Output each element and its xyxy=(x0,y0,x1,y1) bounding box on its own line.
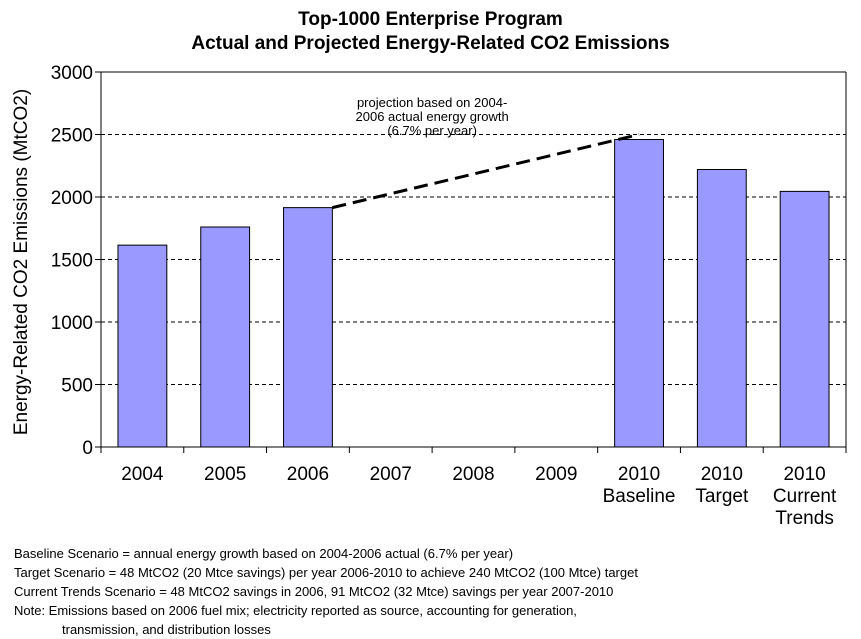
note-baseline: Baseline Scenario = annual energy growth… xyxy=(14,546,514,561)
bar xyxy=(200,226,251,448)
note-emissions: Note: Emissions based on 2006 fuel mix; … xyxy=(14,603,577,618)
y-tick-label: 0 xyxy=(82,438,93,459)
projection-annotation: projection based on 2004- xyxy=(357,95,507,110)
x-tick-label: 2005 xyxy=(204,464,246,485)
note-current-trends: Current Trends Scenario = 48 MtCO2 savin… xyxy=(14,584,614,599)
x-tick-label: 2010 xyxy=(783,464,825,485)
x-tick-label: 2006 xyxy=(287,464,329,485)
x-tick-label: 2010 xyxy=(701,464,743,485)
x-tick-label: Baseline xyxy=(603,486,676,507)
bar-chart: 0 500 1000 1500 2000 2500 3000 2004 2005 2006 2007… xyxy=(51,63,847,529)
note-target: Target Scenario = 48 MtCO2 (20 Mtce savi… xyxy=(14,565,638,580)
bar xyxy=(283,207,333,448)
y-tick-label: 2000 xyxy=(51,188,93,209)
bar xyxy=(117,244,168,448)
projection-annotation: (6.7% per year) xyxy=(387,123,477,138)
y-tick-label: 1500 xyxy=(51,251,93,272)
x-tick-label: 2010 xyxy=(618,464,660,485)
bar xyxy=(779,190,830,448)
x-tick-label: 2008 xyxy=(452,464,494,485)
x-tick-label: Trends xyxy=(775,508,833,529)
x-tick-label: Target xyxy=(695,486,749,507)
footnotes: Baseline Scenario = annual energy growth… xyxy=(14,544,638,639)
bar xyxy=(614,139,664,448)
chart-title: Top-1000 Enterprise Program xyxy=(298,9,563,30)
y-tick-label: 1000 xyxy=(51,313,93,334)
bar xyxy=(696,169,747,448)
note-emissions-cont: transmission, and distribution losses xyxy=(62,622,271,637)
projection-annotation: 2006 actual energy growth xyxy=(356,109,509,124)
x-tick-label: 2004 xyxy=(121,464,164,485)
projection-line xyxy=(332,133,640,210)
y-tick-label: 500 xyxy=(61,376,93,397)
x-tick-label: Current xyxy=(773,486,837,507)
chart-subtitle: Actual and Projected Energy-Related CO2 … xyxy=(191,33,670,54)
x-tick-label: 2007 xyxy=(370,464,412,485)
x-tick-label: 2009 xyxy=(535,464,577,485)
y-tick-label: 2500 xyxy=(51,126,93,147)
y-tick-label: 3000 xyxy=(51,63,93,84)
